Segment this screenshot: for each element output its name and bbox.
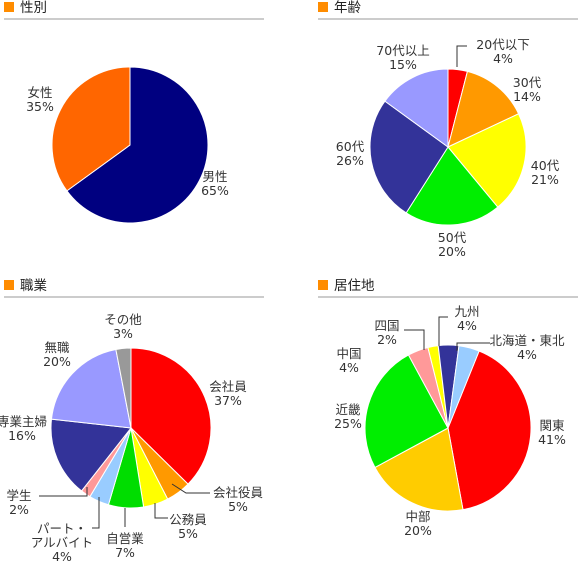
pie-slice	[364, 354, 449, 469]
slice-value: 4%	[52, 549, 72, 564]
slice-value: 4%	[493, 51, 513, 66]
chart-title: 性別	[20, 0, 47, 16]
pie-slice	[405, 146, 499, 226]
slice-label: 20代以下	[476, 37, 529, 52]
slice-value: 3%	[113, 326, 133, 341]
slice-label: 近畿	[335, 402, 361, 417]
leader-line	[456, 45, 467, 67]
slice-value: 20%	[404, 523, 432, 538]
slice-value: 35%	[26, 99, 54, 114]
leader-line	[456, 342, 490, 351]
slice-value: 4%	[517, 347, 537, 362]
leader-line	[171, 483, 210, 494]
slice-value: 4%	[339, 360, 359, 375]
slice-value: 15%	[389, 57, 417, 72]
chart-title: 居住地	[334, 278, 375, 294]
slice-label: 自営業	[106, 531, 144, 546]
leader-line	[154, 503, 168, 519]
leader-line	[404, 329, 425, 350]
slice-value: 37%	[214, 393, 242, 408]
slice-value: 41%	[538, 432, 566, 447]
slice-label: 中国	[336, 346, 361, 361]
slice-label: 男性	[202, 169, 227, 184]
pie-slice	[130, 347, 212, 485]
slice-label: 公務員	[169, 512, 207, 527]
slice-value: 7%	[115, 545, 135, 560]
pie-slice	[66, 66, 209, 224]
pie-slice	[447, 113, 527, 208]
slice-label: 60代	[336, 139, 365, 154]
pie-slice	[50, 348, 132, 429]
slice-label: 女性	[27, 85, 52, 100]
pie-slice	[50, 418, 132, 492]
slice-label: 学生	[6, 488, 31, 503]
slice-value: 14%	[513, 89, 541, 104]
slice-value: 26%	[336, 153, 364, 168]
leader-line	[438, 316, 448, 346]
pie-slice	[51, 66, 131, 192]
header-bullet-0	[4, 2, 14, 12]
slice-value: 21%	[531, 172, 559, 187]
pie-slice	[447, 350, 532, 511]
header-bullet-1	[318, 2, 328, 12]
slice-value: 5%	[178, 526, 198, 541]
leader-line	[92, 497, 100, 529]
slice-label: 北海道・東北	[489, 333, 565, 348]
slice-label: 会社役員	[213, 485, 264, 500]
chart-title: 年齢	[334, 0, 361, 16]
leader-line	[39, 487, 88, 497]
pie-slice	[115, 347, 132, 429]
slice-label: アルバイト	[31, 535, 93, 550]
slice-value: 20%	[43, 354, 71, 369]
chart-panel-2: 職業会社員37%会社役員5%公務員5%自営業7%パート・アルバイト4%学生2%専…	[0, 278, 264, 564]
slice-value: 4%	[457, 318, 477, 333]
pie-slice	[447, 345, 480, 429]
header-bullet-3	[318, 280, 328, 290]
slice-label: 無職	[44, 340, 70, 355]
slice-value: 25%	[334, 416, 362, 431]
slice-value: 65%	[201, 183, 229, 198]
pie-slice	[384, 68, 449, 148]
slice-label: 50代	[438, 230, 467, 245]
slice-label: 40代	[531, 158, 560, 173]
slice-label: 関東	[539, 418, 565, 433]
slice-label: その他	[104, 312, 142, 327]
slice-label: 会社員	[209, 379, 247, 394]
slice-label: 四国	[374, 318, 399, 333]
slice-value: 16%	[8, 428, 36, 443]
slice-value: 2%	[9, 502, 29, 517]
pie-slice	[369, 100, 449, 214]
chart-title: 職業	[20, 278, 47, 294]
header-bullet-2	[4, 280, 14, 290]
pie-slice	[374, 427, 464, 512]
slice-label: 九州	[454, 304, 479, 319]
slice-value: 2%	[377, 332, 397, 347]
slice-label: パート・	[37, 521, 87, 536]
slice-label: 中部	[405, 509, 430, 524]
slice-label: 70代以上	[376, 43, 429, 58]
slice-value: 5%	[228, 499, 248, 514]
slice-label: 30代	[513, 75, 542, 90]
slice-label: 専業主婦	[0, 414, 47, 429]
pie-slice	[447, 70, 520, 148]
slice-value: 20%	[438, 244, 466, 259]
